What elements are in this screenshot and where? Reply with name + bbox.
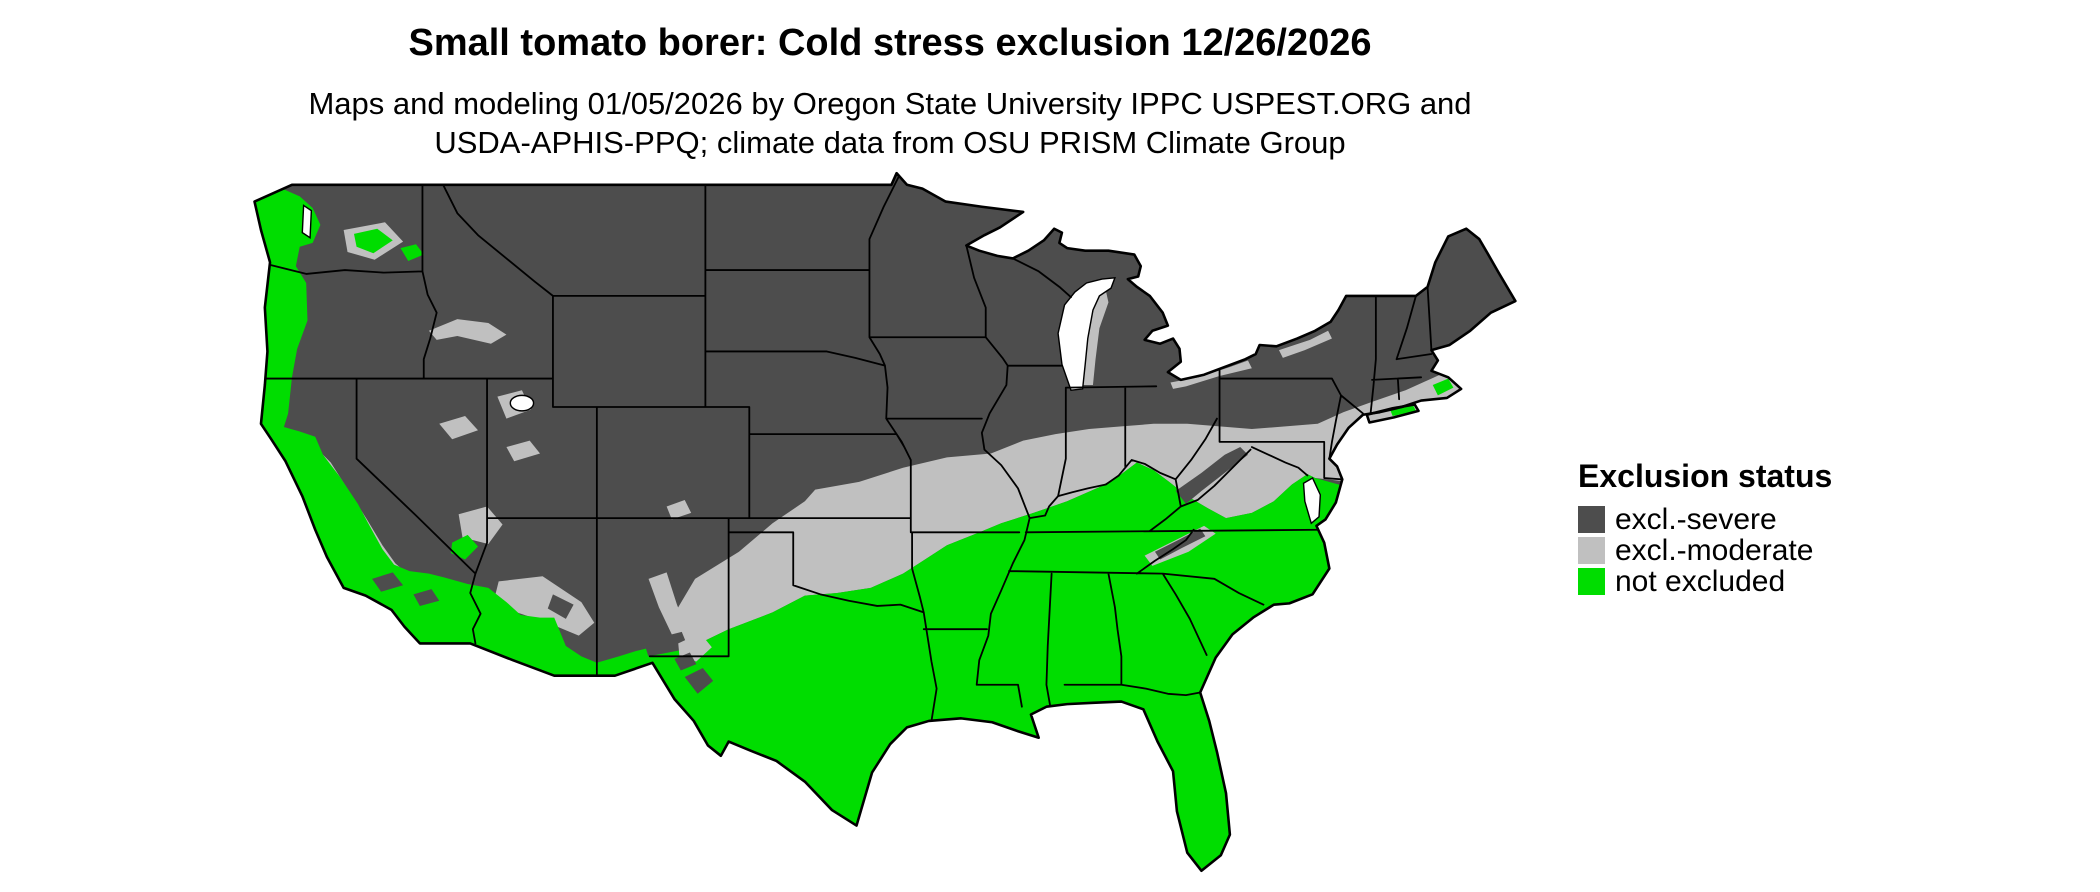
legend-swatch-severe xyxy=(1578,506,1605,533)
legend: Exclusion status excl.-severe excl.-mode… xyxy=(1578,458,1832,597)
map-fill-layers xyxy=(254,173,1516,871)
legend-item-severe: excl.-severe xyxy=(1578,504,1832,535)
us-exclusion-map xyxy=(253,171,1517,873)
map-subtitle: Maps and modeling 01/05/2026 by Oregon S… xyxy=(0,85,1780,163)
legend-swatch-moderate xyxy=(1578,537,1605,564)
legend-label-moderate: excl.-moderate xyxy=(1615,533,1814,567)
chesapeake-bay xyxy=(1302,477,1322,525)
map-header: Small tomato borer: Cold stress exclusio… xyxy=(0,22,1780,163)
legend-swatch-not-excluded xyxy=(1578,568,1605,595)
legend-title: Exclusion status xyxy=(1578,458,1833,494)
long-island-outline xyxy=(1365,403,1420,424)
map-subtitle-line2: USDA-APHIS-PPQ; climate data from OSU PR… xyxy=(434,124,1346,160)
state-borders xyxy=(263,174,1433,722)
legend-item-not-excluded: not excluded xyxy=(1578,566,1832,597)
map-container xyxy=(248,168,1540,885)
map-subtitle-line1: Maps and modeling 01/05/2026 by Oregon S… xyxy=(308,86,1472,121)
legend-label-severe: excl.-severe xyxy=(1615,502,1777,536)
map-title: Small tomato borer: Cold stress exclusio… xyxy=(408,22,1372,64)
lake-michigan xyxy=(1057,276,1116,391)
great-salt-lake xyxy=(509,394,535,412)
puget-sound xyxy=(301,204,313,240)
lakes-and-bays xyxy=(301,204,1322,525)
legend-item-moderate: excl.-moderate xyxy=(1578,535,1832,566)
legend-label-not-excluded: not excluded xyxy=(1615,564,1786,598)
us-outline xyxy=(253,171,1517,873)
